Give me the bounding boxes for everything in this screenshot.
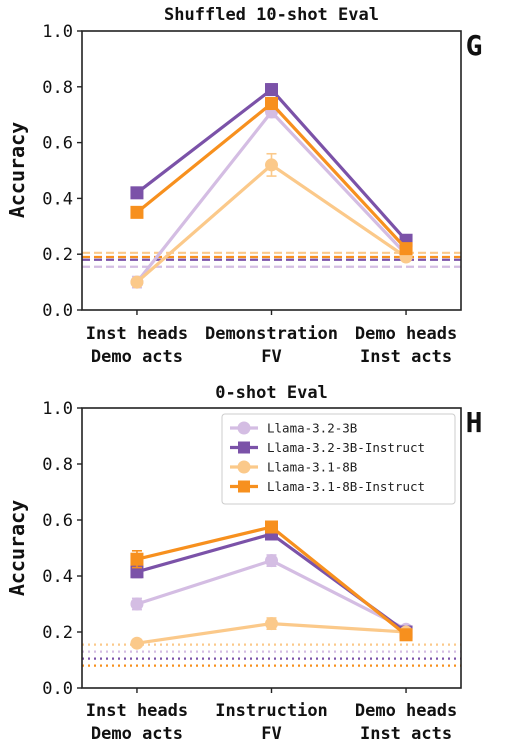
- x-tick-label: Inst heads: [86, 701, 188, 721]
- data-point: [130, 186, 144, 200]
- x-tick-label: FV: [261, 724, 281, 744]
- legend-marker: [237, 460, 251, 474]
- chart-title: 0-shot Eval: [215, 383, 328, 403]
- x-tick-label: Inst heads: [86, 324, 188, 344]
- chart-panel-g: 0.0 0.2 0.4 0.6 0.8 1.0 Inst heads Demo acts Dem…: [5, 5, 482, 367]
- y-axis-label: Accuracy: [5, 122, 29, 218]
- panel-letter: G: [466, 29, 483, 62]
- data-point: [130, 552, 144, 566]
- legend-label: Llama-3.1-8B: [267, 460, 357, 475]
- data-point: [130, 636, 144, 650]
- x-tick-label: Inst acts: [360, 724, 452, 744]
- legend-label: Llama-3.2-3B: [267, 421, 357, 436]
- data-point: [265, 554, 278, 568]
- y-tick-label: 0.2: [42, 623, 73, 643]
- x-tick-label: Demonstration: [205, 324, 338, 344]
- y-axis-label: Accuracy: [5, 500, 29, 596]
- y-tick-label: 0.4: [42, 189, 73, 209]
- data-point: [265, 83, 278, 97]
- legend-label: Llama-3.2-3B-Instruct: [267, 440, 425, 455]
- data-point: [130, 275, 144, 289]
- legend-box: [221, 413, 456, 505]
- y-tick-label: 0.0: [42, 679, 73, 699]
- panel-letter: H: [466, 406, 483, 439]
- legend-marker: [238, 480, 250, 493]
- chart-panel-h: 0.0 0.2 0.4 0.6 0.8 1.0 Inst heads Demo acts Ins…: [5, 383, 482, 744]
- y-tick-label: 0.8: [42, 78, 73, 98]
- data-point: [399, 628, 413, 642]
- y-tick-label: 0.8: [42, 455, 73, 475]
- data-point: [265, 97, 278, 111]
- y-tick-label: 1.0: [42, 399, 73, 419]
- data-point: [265, 520, 278, 534]
- data-point: [130, 565, 144, 579]
- x-tick-label: Instruction: [215, 701, 328, 721]
- y-tick-label: 0.0: [42, 301, 73, 321]
- x-tick-label: Demo heads: [355, 701, 457, 721]
- legend-label: Llama-3.1-8B-Instruct: [267, 479, 425, 494]
- data-point: [265, 617, 278, 631]
- x-tick-label: Demo acts: [91, 347, 183, 367]
- data-point: [130, 597, 144, 611]
- data-point: [265, 158, 278, 172]
- y-tick-label: 0.4: [42, 567, 73, 587]
- legend-marker: [238, 441, 250, 454]
- y-tick-label: 1.0: [42, 22, 73, 42]
- data-point: [130, 205, 144, 219]
- y-tick-label: 0.2: [42, 245, 73, 265]
- chart-title: Shuffled 10-shot Eval: [164, 5, 379, 25]
- x-tick-label: FV: [261, 347, 281, 367]
- y-tick-label: 0.6: [42, 511, 73, 531]
- x-tick-label: Demo acts: [91, 724, 183, 744]
- legend: Llama-3.2-3B Llama-3.2-3B-Instruct Llama-3…: [221, 413, 456, 505]
- x-tick-label: Inst acts: [360, 347, 452, 367]
- x-tick-label: Demo heads: [355, 324, 457, 344]
- data-point: [399, 242, 413, 256]
- series-line-2: [135, 163, 407, 284]
- y-tick-label: 0.6: [42, 134, 73, 154]
- legend-marker: [237, 421, 251, 435]
